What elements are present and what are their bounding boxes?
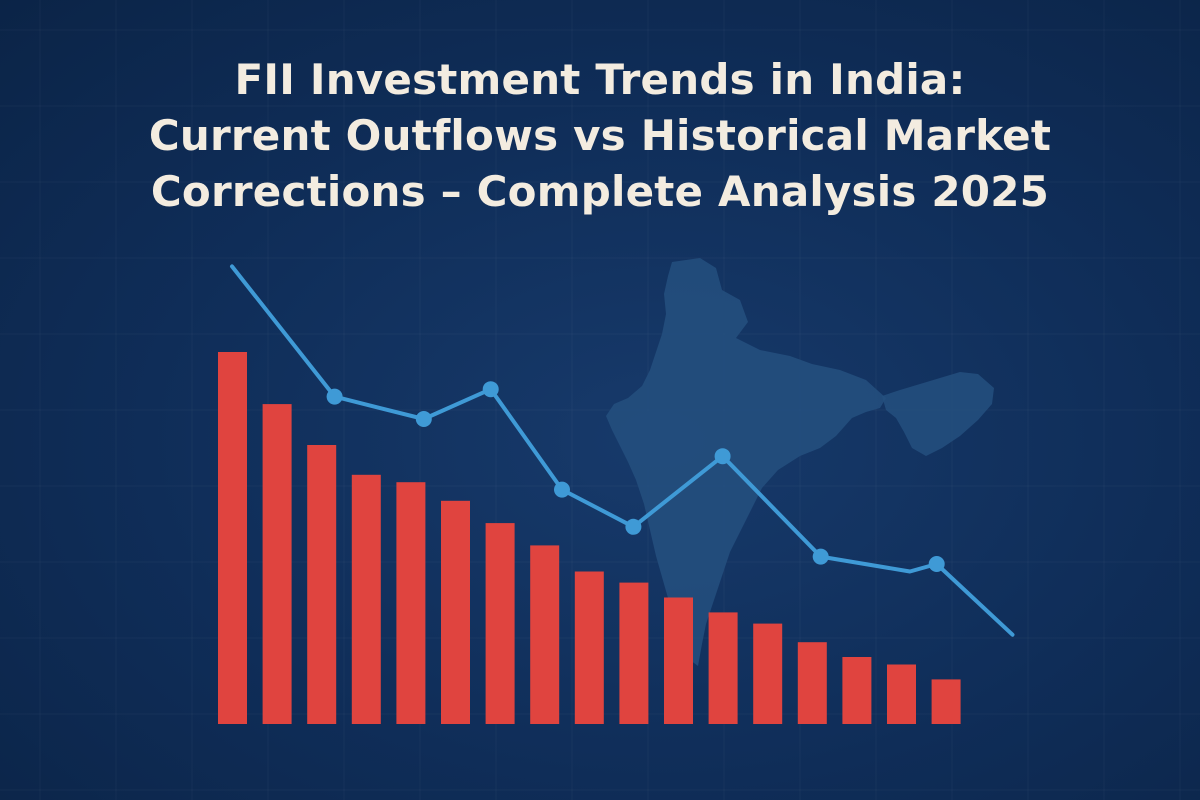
bar-3	[307, 445, 337, 724]
bar-12	[708, 612, 738, 724]
bar-17	[931, 679, 961, 724]
bar-15	[842, 657, 872, 724]
bar-13	[753, 623, 783, 724]
bar-16	[887, 664, 916, 724]
india-northeast-shape	[882, 372, 994, 456]
line-point-3	[415, 411, 432, 427]
india-map-shape	[606, 258, 886, 666]
chart-title: FII Investment Trends in India: Current …	[0, 52, 1200, 220]
india-map-silhouette	[606, 258, 994, 666]
bar-9	[574, 571, 604, 724]
chart-title-line-3: Corrections – Complete Analysis 2025	[150, 167, 1050, 216]
bar-series	[218, 352, 961, 724]
line-point-10	[928, 556, 945, 572]
line-point-5	[554, 481, 570, 498]
bar-2	[262, 404, 292, 724]
line-point-8	[812, 548, 829, 565]
line-point-6	[625, 518, 642, 535]
line-point-4	[482, 381, 499, 398]
line-point-2	[326, 388, 343, 405]
chart-title-line-2: Current Outflows vs Historical Market	[148, 111, 1052, 160]
bar-6	[441, 500, 470, 724]
chart-title-line-1: FII Investment Trends in India:	[234, 55, 966, 104]
bar-1	[218, 352, 247, 724]
line-path	[230, 264, 1015, 637]
bar-11	[664, 597, 693, 724]
bar-8	[530, 545, 560, 724]
line-point-7	[714, 448, 731, 465]
bar-5	[396, 482, 426, 724]
bar-7	[485, 523, 515, 724]
bar-14	[797, 642, 827, 724]
bar-4	[351, 474, 381, 724]
line-series	[230, 264, 1015, 637]
bar-10	[619, 582, 649, 724]
